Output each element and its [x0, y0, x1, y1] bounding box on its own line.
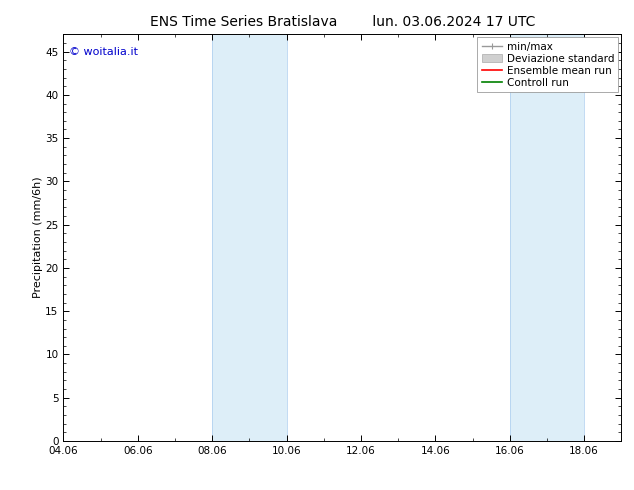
- Bar: [212, 34, 287, 441]
- Legend: min/max, Deviazione standard, Ensemble mean run, Controll run: min/max, Deviazione standard, Ensemble m…: [477, 37, 618, 92]
- Bar: [510, 34, 584, 441]
- Y-axis label: Precipitation (mm/6h): Precipitation (mm/6h): [32, 177, 42, 298]
- Text: © woitalia.it: © woitalia.it: [69, 47, 138, 56]
- Title: ENS Time Series Bratislava        lun. 03.06.2024 17 UTC: ENS Time Series Bratislava lun. 03.06.20…: [150, 15, 535, 29]
